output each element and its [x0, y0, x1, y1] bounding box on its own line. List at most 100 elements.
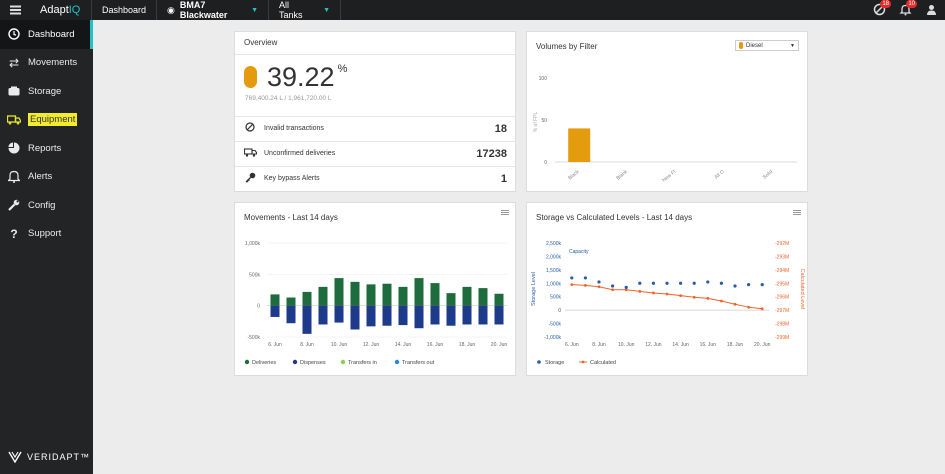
y-tick-label: 1,000k — [546, 281, 562, 287]
bar-black — [568, 128, 591, 162]
x-tick-label: 16. Jun — [700, 342, 717, 348]
hamburger-menu-button[interactable] — [0, 0, 30, 20]
fill-percentage: 39.22 % — [244, 63, 347, 91]
x-tick-label: 10. Jun — [618, 342, 635, 348]
legend-calculated: Calculated — [590, 360, 616, 366]
y-tick-label: 2,000k — [546, 254, 562, 260]
sidebar-item-equipment[interactable]: Equipment — [0, 106, 93, 135]
bar-deliveries — [398, 286, 408, 306]
sidebar-item-config[interactable]: Config — [0, 191, 93, 220]
bar-deliveries — [366, 284, 376, 306]
x-tick-label: 6. Jun — [268, 342, 282, 348]
point-storage — [665, 281, 669, 285]
y2-tick-label: -298M — [775, 322, 789, 328]
bar-deliveries — [270, 294, 280, 306]
sidebar-item-storage[interactable]: Storage — [0, 77, 93, 106]
y2-tick-label: -295M — [775, 281, 789, 287]
y2-tick-label: -294M — [775, 268, 789, 274]
x-tick-label: 18. Jun — [727, 342, 744, 348]
x-tick-label: 10. Jun — [331, 342, 348, 348]
bar-dispenses — [286, 305, 296, 324]
x-tick-label: 18. Jun — [459, 342, 476, 348]
point-storage — [692, 281, 696, 285]
bar-dispenses — [382, 305, 392, 326]
storage-card: Storage vs Calculated Levels - Last 14 d… — [526, 202, 808, 376]
legend-marker — [537, 360, 541, 364]
tank-selector[interactable]: All Tanks ▼ — [269, 0, 342, 20]
bar-deliveries — [286, 297, 296, 306]
x-tick-label: 12. Jun — [363, 342, 380, 348]
point-calculated — [692, 295, 696, 299]
line-calculated — [571, 284, 763, 310]
y-tick-label: 2,500k — [546, 241, 562, 247]
sidebar-item-dashboard[interactable]: Dashboard — [0, 20, 93, 49]
user-button[interactable] — [925, 3, 939, 17]
bar-dispenses — [334, 305, 344, 323]
bar-deliveries — [318, 286, 328, 306]
unconfirmed-deliveries-row[interactable]: Unconfirmed deliveries 17238 — [235, 141, 515, 165]
chart-menu-icon[interactable] — [793, 210, 801, 215]
legend-dispenses: Dispenses — [300, 360, 326, 366]
sidebar: Dashboard ⇄ Movements Storage Equipment … — [0, 20, 93, 474]
legend-marker — [340, 359, 346, 365]
legend-transfers-in: Transfers in — [348, 360, 377, 366]
point-storage — [570, 276, 574, 280]
movements-card: Movements - Last 14 days 1,000k 500k 0 -500… — [234, 202, 516, 376]
storage-icon — [6, 84, 22, 98]
bar-deliveries — [478, 288, 488, 306]
legend-marker — [394, 359, 400, 365]
fuel-drop-icon — [244, 66, 257, 88]
bell-icon — [6, 170, 22, 184]
pie-icon — [6, 141, 22, 155]
x-tick-label: New FI — [661, 169, 677, 184]
bar-dispenses — [398, 305, 408, 326]
tab-dashboard[interactable]: Dashboard — [92, 0, 158, 20]
y-tick-label: 0 — [558, 308, 561, 314]
bar-dispenses — [350, 305, 360, 330]
bar-deliveries — [462, 286, 472, 306]
chevron-down-icon: ▼ — [323, 6, 331, 14]
storage-line-chart: 2,500k -292M 2,000k -293M 1,500k -294M 1,000k -… — [531, 241, 805, 366]
chevron-down-icon: ▼ — [790, 42, 795, 49]
location-pin-icon: ◉ — [167, 4, 175, 15]
invalid-alerts-button[interactable]: 18 — [873, 0, 891, 17]
movements-bar-chart: 1,000k 500k 0 -500k 6. Jun 8. Jun 10. Jun 12. J… — [244, 241, 507, 366]
point-storage — [760, 283, 764, 287]
fuel-filter-dropdown[interactable]: Diesel ▼ — [735, 40, 799, 51]
sidebar-item-alerts[interactable]: Alerts — [0, 163, 93, 192]
sidebar-item-reports[interactable]: Reports — [0, 134, 93, 163]
y-tick-label: 50 — [541, 118, 547, 124]
card-title: Overview — [244, 38, 278, 47]
y2-axis-label: Calculated Level — [799, 269, 805, 310]
sidebar-nav: Dashboard ⇄ Movements Storage Equipment … — [0, 20, 93, 248]
x-tick-label: 14. Jun — [672, 342, 689, 348]
chart-menu-icon[interactable] — [501, 210, 509, 215]
sidebar-item-support[interactable]: ? Support — [0, 220, 93, 249]
app-logo[interactable]: Adapt IQ — [30, 0, 92, 20]
capacity-label: Capacity — [569, 249, 589, 255]
x-tick-label: 8. Jun — [300, 342, 314, 348]
alerts-button[interactable]: 10 — [899, 0, 917, 17]
x-tick-label: Black — [567, 169, 581, 182]
point-calculated — [733, 302, 737, 306]
sidebar-item-movements[interactable]: ⇄ Movements — [0, 49, 93, 78]
y2-tick-label: -297M — [775, 308, 789, 314]
site-selector[interactable]: ◉ BMA7 Blackwater ▼ — [157, 0, 270, 20]
point-calculated — [747, 305, 750, 309]
topbar-actions: 18 10 — [873, 0, 945, 17]
volumes-bar-chart: 100 50 0 % of FPL Black Blank New FI All O Solid — [533, 76, 797, 184]
y-tick-label: 0 — [257, 304, 260, 310]
x-tick-label: 14. Jun — [395, 342, 412, 348]
x-tick-label: 8. Jun — [592, 342, 606, 348]
volumes-by-filter-card: Volumes by Filter Diesel ▼ 100 50 0 % of FP… — [526, 31, 808, 192]
notification-badge: 10 — [906, 0, 917, 8]
bar-dispenses — [270, 305, 280, 317]
invalid-transactions-row[interactable]: Invalid transactions 18 — [235, 116, 515, 140]
menu-icon — [9, 9, 21, 11]
question-icon: ? — [10, 226, 18, 241]
y-tick-label: -1,000k — [544, 335, 561, 341]
y-tick-label: 1,500k — [546, 268, 562, 274]
key-bypass-alerts-row[interactable]: Key bypass Alerts 1 — [235, 166, 515, 190]
y-tick-label: -500k — [247, 335, 260, 341]
point-calculated — [706, 296, 710, 300]
